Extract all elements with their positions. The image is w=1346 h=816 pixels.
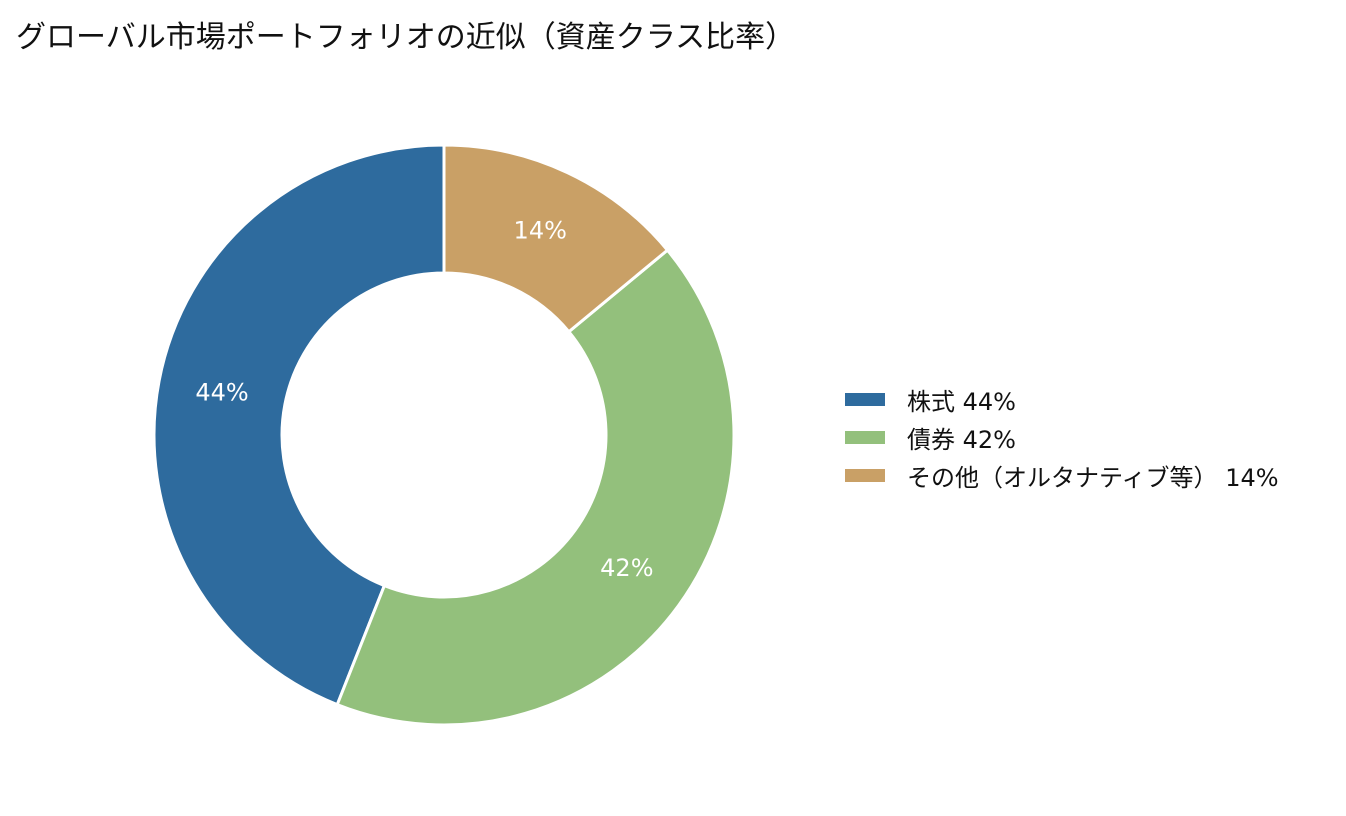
slice-value-label-stocks: 44% — [195, 379, 248, 407]
legend-swatch-bonds — [845, 430, 885, 444]
legend-item-bonds: 債券 42% — [845, 418, 1279, 456]
donut-value-labels: 44% 42% 14% — [195, 217, 653, 582]
legend-item-other: その他（オルタナティブ等） 14% — [845, 456, 1279, 494]
donut-slice-bonds — [335, 248, 736, 727]
legend-label-other: その他（オルタナティブ等） 14% — [907, 463, 1279, 492]
donut-slice-stocks — [152, 143, 446, 707]
chart-title: グローバル市場ポートフォリオの近似（資産クラス比率） — [16, 20, 796, 55]
slice-value-label-bonds: 42% — [600, 554, 653, 582]
legend: 株式 44% 債券 42% その他（オルタナティブ等） 14% — [845, 380, 1279, 494]
donut-slice-other — [442, 143, 670, 334]
legend-label-bonds: 債券 42% — [907, 425, 1016, 454]
donut-slices — [152, 143, 736, 727]
legend-item-stocks: 株式 44% — [845, 380, 1279, 418]
legend-swatch-other — [845, 468, 885, 482]
legend-label-stocks: 株式 44% — [907, 387, 1016, 416]
legend-swatch-stocks — [845, 392, 885, 406]
slice-value-label-other: 14% — [514, 217, 567, 245]
